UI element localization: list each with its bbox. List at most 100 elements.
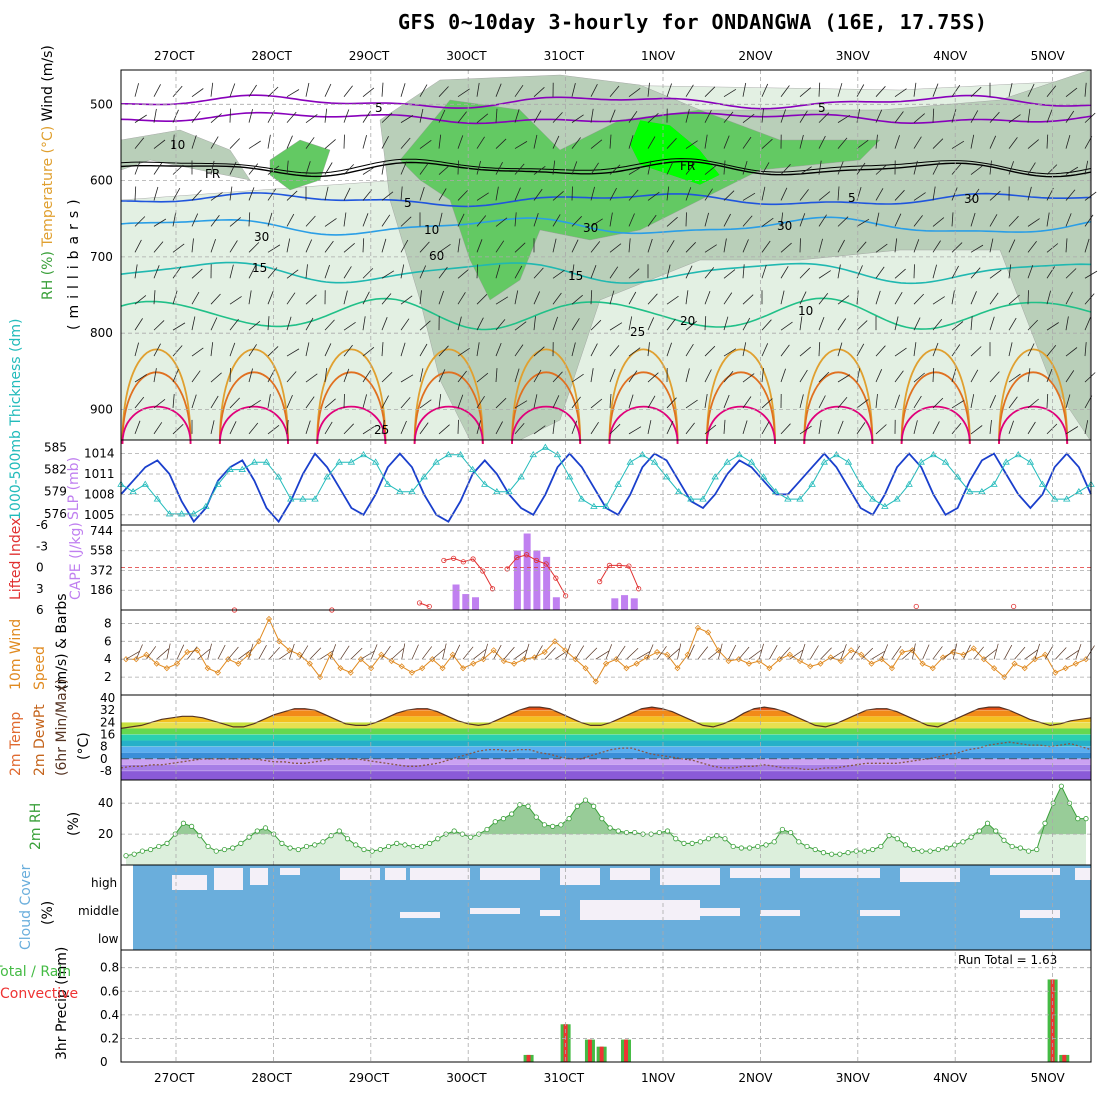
- wind-barb: [685, 163, 695, 175]
- rh-point: [377, 846, 383, 853]
- rh-point: [221, 846, 228, 853]
- wind-barb: [134, 342, 139, 357]
- wind-barb: [647, 293, 658, 305]
- wind-barb: [780, 368, 786, 383]
- rh-point: [664, 828, 671, 834]
- precip-bar-convective: [623, 1039, 628, 1062]
- wind-barb: [514, 212, 517, 227]
- wind-barb: [514, 265, 523, 279]
- wind-speed-point: [214, 669, 221, 676]
- wind-barb: [400, 318, 410, 331]
- wind-speed-point: [337, 665, 344, 672]
- cloud-gap: [800, 868, 880, 878]
- wind-barb: [134, 318, 143, 331]
- wind-barb: [685, 320, 697, 331]
- contour-label: 5: [818, 101, 826, 115]
- temp-contour-15: [120, 261, 1092, 285]
- wind-barb: [533, 110, 542, 123]
- wind-barb: [590, 290, 593, 305]
- wind-barb: [1027, 83, 1035, 97]
- wind-barb: [495, 368, 498, 383]
- wind-barb: [172, 424, 184, 435]
- wind-barb: [210, 293, 221, 305]
- wind-barb: [210, 395, 219, 409]
- wind-barb: [609, 85, 620, 97]
- panel-frames: [120, 69, 1092, 1063]
- rh-point: [837, 851, 843, 857]
- rh-point: [500, 816, 507, 822]
- wind-barb: [191, 238, 194, 253]
- rh-point: [1017, 845, 1023, 851]
- wind-ylabel: Speed: [32, 646, 48, 690]
- temp-contour-35: [413, 405, 484, 444]
- rh-point: [902, 842, 909, 848]
- rh-point: [632, 829, 638, 836]
- wind-barb: [1008, 137, 1018, 149]
- wind-barb: [286, 238, 291, 253]
- wind-barb: [932, 397, 944, 409]
- wind-barb: [742, 192, 756, 201]
- wind-barb: [685, 84, 694, 97]
- wind-barb: [761, 138, 773, 149]
- wind-speed-point: [756, 657, 763, 665]
- cloud-gap: [990, 868, 1060, 875]
- wind-speed-point: [960, 651, 967, 658]
- wind-speed-point: [173, 660, 181, 667]
- wind-barb: [229, 264, 234, 279]
- thickness-point: [638, 451, 647, 458]
- wind-barb: [609, 322, 623, 331]
- wind-speed-point: [807, 663, 814, 670]
- wind-barb: [970, 244, 984, 253]
- wind-barb: [476, 294, 488, 305]
- wind-barb: [685, 265, 693, 279]
- wind-barb: [286, 371, 297, 383]
- wind-barb: [666, 318, 676, 331]
- wind-barb: [818, 316, 825, 331]
- thickness-point: [165, 510, 174, 517]
- li-point: [606, 562, 613, 568]
- rh-point: [189, 823, 195, 829]
- rh-point: [656, 829, 662, 836]
- wind-barb: [818, 135, 826, 149]
- wind-barb: [457, 292, 466, 305]
- wind-barb: [1027, 218, 1040, 227]
- wind-barb: [818, 191, 831, 201]
- wind-barb: [248, 399, 261, 409]
- wind-barb: [438, 243, 451, 253]
- wind-barb: [305, 264, 308, 279]
- thickness-point: [396, 487, 404, 495]
- wind-barb-10m: [697, 646, 709, 660]
- wind-barb: [381, 191, 394, 201]
- temp-band: [121, 740, 1091, 747]
- wind-speed-point: [929, 665, 936, 672]
- rh-point: [131, 851, 137, 857]
- wind-barb: [210, 113, 222, 123]
- cape-tick: 372: [90, 563, 113, 577]
- wind-speed-point: [592, 678, 599, 685]
- temp-contour-5a: [121, 94, 1092, 110]
- wind-barb: [514, 321, 527, 331]
- wind-speed-point: [919, 660, 926, 667]
- wind-barb: [894, 268, 906, 279]
- wind-barb: [305, 137, 315, 149]
- temp-contour-30: [803, 371, 874, 444]
- wind-barb: [495, 186, 499, 201]
- wind-barb: [381, 395, 389, 409]
- wind-barb: [951, 422, 962, 435]
- wind-barb: [457, 213, 465, 227]
- wind-speed-point: [398, 663, 405, 670]
- rh-point: [943, 845, 950, 851]
- temp-contour-25: [121, 348, 192, 444]
- thickness-point: [869, 495, 877, 502]
- thickness-point: [529, 451, 537, 458]
- wind-barb: [723, 419, 726, 434]
- wind-barb-10m: [360, 650, 375, 660]
- wind-barb: [913, 317, 921, 331]
- wind-speed-point: [980, 656, 987, 663]
- rh-point: [829, 851, 835, 857]
- wind-barb: [837, 161, 844, 175]
- wind-barb: [229, 240, 238, 253]
- chart-title: GFS 0~10day 3-hourly for ONDANGWA (16E, …: [398, 10, 988, 34]
- wind-barb-10m: [809, 645, 819, 660]
- li-point: [504, 566, 510, 572]
